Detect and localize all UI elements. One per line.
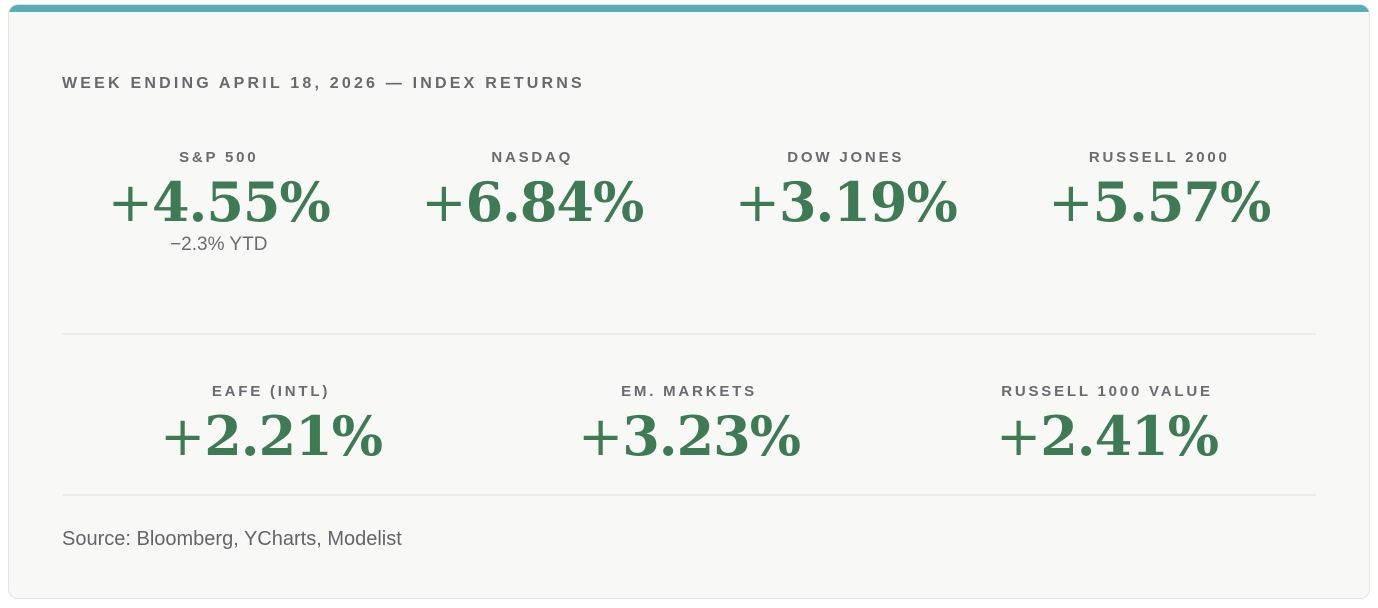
report-title: WEEK ENDING APRIL 18, 2026 — INDEX RETUR…: [62, 75, 585, 92]
index-label: NASDAQ: [491, 149, 574, 166]
plus-sign: +: [577, 404, 623, 468]
plus-sign: +: [995, 404, 1041, 468]
ytd-return-note: −2.3% YTD: [170, 234, 268, 255]
index-returns-card: WEEK ENDING APRIL 18, 2026 — INDEX RETUR…: [8, 4, 1370, 599]
plus-sign: +: [159, 404, 205, 468]
index-return-value: +3.19%: [689, 175, 1003, 230]
plus-sign: +: [734, 171, 780, 234]
plus-sign: +: [107, 171, 153, 234]
index-label: EM. MARKETS: [621, 382, 757, 400]
card-content: WEEK ENDING APRIL 18, 2026 — INDEX RETUR…: [9, 12, 1369, 551]
index-stat-eafe-intl: EAFE (INTL) +2.21%: [62, 383, 480, 464]
index-label: RUSSELL 1000 VALUE: [1001, 382, 1213, 400]
index-stat-em-markets: EM. MARKETS +3.23%: [480, 383, 898, 464]
index-return-value: +5.57%: [1003, 175, 1317, 230]
divider: [62, 332, 1316, 335]
divider: [62, 493, 1316, 496]
plus-sign: +: [1048, 171, 1093, 234]
plus-sign: +: [421, 171, 466, 234]
index-stat-russell-2000: RUSSELL 2000 +5.57%: [1003, 149, 1317, 257]
index-label: EAFE (INTL): [211, 382, 331, 400]
index-return-value: +3.23%: [480, 409, 898, 464]
index-stat-russell-1000-value: RUSSELL 1000 VALUE +2.41%: [898, 383, 1316, 464]
index-returns-row-1: S&P 500 +4.55% −2.3% YTD NASDAQ +6.84% D…: [62, 149, 1316, 257]
accent-top-bar: [9, 5, 1369, 12]
index-return-value: +2.21%: [62, 409, 480, 464]
return-number: 3.23%: [622, 403, 801, 468]
return-number: 2.21%: [204, 403, 383, 468]
index-return-value: +6.84%: [376, 175, 690, 230]
source-attribution: Source: Bloomberg, YCharts, Modelist: [62, 527, 402, 550]
index-label: S&P 500: [179, 149, 259, 166]
index-stat-sp500: S&P 500 +4.55% −2.3% YTD: [62, 149, 376, 257]
return-number: 6.84%: [465, 170, 644, 234]
return-number: 2.41%: [1040, 403, 1219, 468]
index-label: RUSSELL 2000: [1088, 149, 1230, 166]
return-number: 4.55%: [151, 170, 331, 234]
index-return-value: +2.41%: [898, 409, 1316, 464]
index-stat-nasdaq: NASDAQ +6.84%: [376, 149, 690, 257]
index-label: DOW JONES: [787, 149, 905, 166]
return-number: 3.19%: [778, 170, 958, 234]
index-return-value: +4.55%: [62, 175, 376, 230]
index-stat-dow-jones: DOW JONES +3.19%: [689, 149, 1003, 257]
index-returns-row-2: EAFE (INTL) +2.21% EM. MARKETS +3.23% RU…: [62, 383, 1316, 464]
return-number: 5.57%: [1092, 170, 1271, 234]
